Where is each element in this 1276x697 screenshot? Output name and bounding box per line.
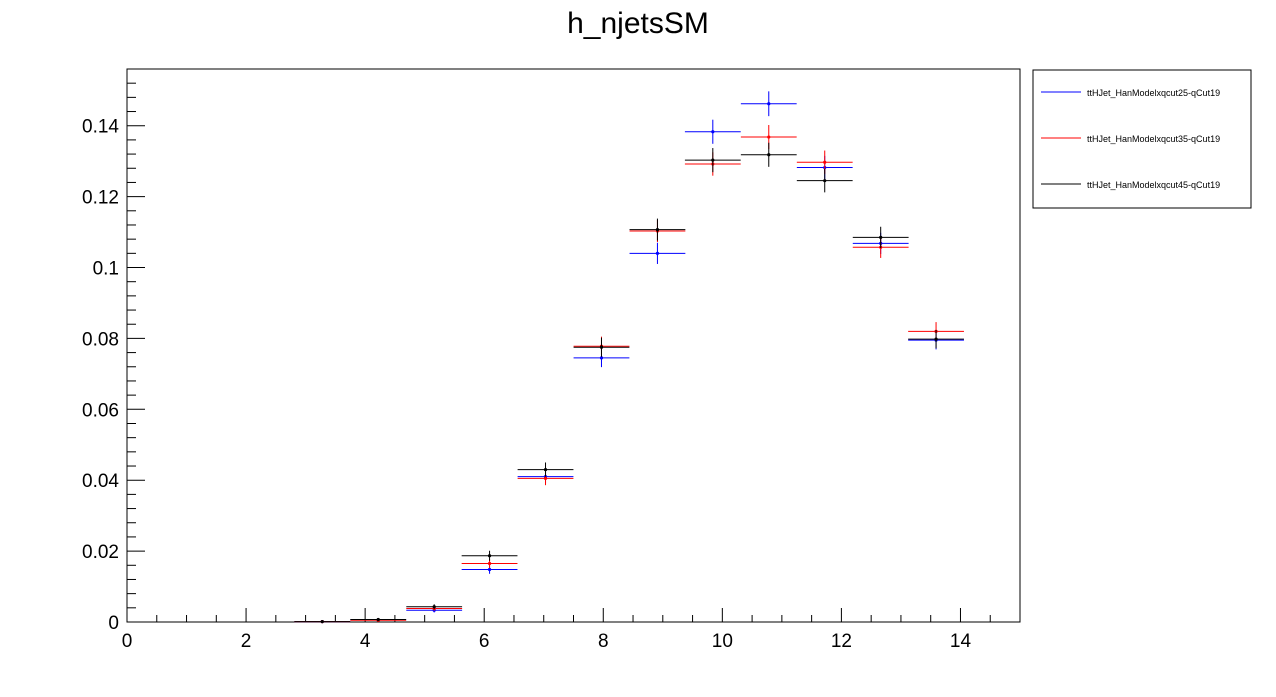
data-point-marker xyxy=(376,617,380,622)
chart-title: h_njetsSM xyxy=(567,7,709,40)
data-point-marker xyxy=(711,130,715,134)
y-tick-label: 0.1 xyxy=(93,259,119,280)
data-point-marker xyxy=(320,620,324,624)
data-point-marker xyxy=(655,227,660,232)
legend-box xyxy=(1032,69,1252,209)
plot-frame xyxy=(126,68,1021,623)
data-point-marker xyxy=(543,467,548,472)
y-tick-label: 0.06 xyxy=(82,400,119,421)
y-tick-label: 0.02 xyxy=(82,542,119,563)
data-point-marker xyxy=(767,135,771,139)
data-point-marker xyxy=(767,153,771,157)
x-tick-label: 2 xyxy=(241,631,252,652)
y-tick-label: 0.04 xyxy=(82,471,119,492)
data-point-marker xyxy=(934,337,938,341)
series-3 xyxy=(294,142,964,624)
y-tick-label: 0 xyxy=(108,613,119,634)
series-1 xyxy=(294,91,964,624)
data-point-marker xyxy=(879,235,883,239)
data-point-marker xyxy=(432,605,436,609)
legend-label: ttHJet_HanModelxqcut45-qCut19 xyxy=(1087,180,1220,190)
legend-label: ttHJet_HanModelxqcut35-qCut19 xyxy=(1087,134,1220,144)
legend: ttHJet_HanModelxqcut25-qCut19 ttHJet_HanM… xyxy=(1032,69,1252,209)
x-tick-label: 6 xyxy=(479,631,490,652)
series-2 xyxy=(294,125,964,624)
data-point-marker xyxy=(487,554,492,558)
data-point-marker xyxy=(487,561,492,566)
data-point-marker xyxy=(599,356,604,360)
legend-label: ttHJet_HanModelxqcut25-qCut19 xyxy=(1087,88,1220,98)
data-point-marker xyxy=(543,476,548,481)
data-point-marker xyxy=(599,345,604,349)
data-point-marker xyxy=(767,102,771,106)
y-tick-label: 0.12 xyxy=(82,188,119,209)
x-tick-label: 12 xyxy=(831,631,852,652)
data-point-marker xyxy=(487,567,492,572)
x-tick-label: 14 xyxy=(950,631,972,652)
data-point-marker xyxy=(823,179,827,183)
y-tick-label: 0.14 xyxy=(82,117,119,138)
data-point-marker xyxy=(823,160,827,164)
x-tick-label: 0 xyxy=(122,631,133,652)
x-tick-label: 8 xyxy=(598,631,609,652)
x-tick-label: 4 xyxy=(360,631,371,652)
x-tick-label: 10 xyxy=(712,631,733,652)
data-point-marker xyxy=(711,158,715,162)
y-tick-label: 0.08 xyxy=(82,329,119,350)
data-point-marker xyxy=(655,251,660,255)
